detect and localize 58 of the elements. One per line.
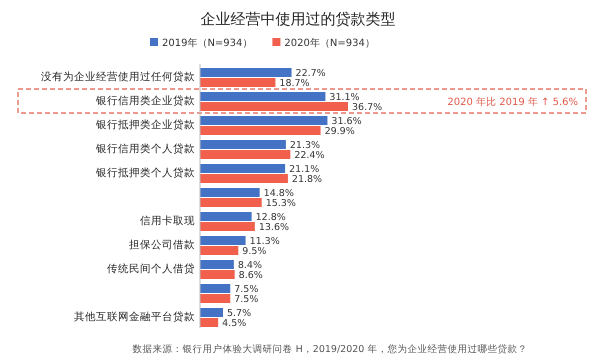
data-label: 15.3% — [266, 198, 296, 209]
bar — [200, 68, 292, 77]
text: 2020 年比 2019 年 ↑ 5.6% — [447, 96, 578, 108]
data-label: 13.6% — [258, 222, 290, 233]
data-label: 22.7% — [296, 68, 326, 79]
data-label: 14.8% — [264, 188, 294, 199]
data-label: 7.5% — [234, 284, 258, 295]
bar — [200, 188, 260, 197]
bar — [200, 270, 235, 279]
bar — [200, 246, 238, 255]
y-tick-label: 传统民间个人借贷 — [107, 262, 195, 275]
bar — [200, 198, 262, 207]
bar — [200, 260, 234, 269]
bar — [200, 150, 290, 159]
data-label: 5.7% — [226, 308, 252, 319]
data-label: 9.5% — [242, 246, 266, 257]
bar — [200, 294, 230, 303]
source-note: 数据来源：银行用户体验大调研问卷 H，2019/2020 年，您为企业经营使用过哪些贷款？ — [132, 343, 528, 355]
y-tick-label: 银行抵押类个人贷款 — [95, 166, 195, 179]
data-label: 21.1% — [289, 164, 320, 175]
bar — [200, 126, 321, 135]
bar — [200, 140, 286, 149]
bar — [200, 102, 348, 111]
chart-title: 企业经营中使用过的贷款类型 — [200, 10, 396, 28]
data-label: 22.4% — [294, 150, 325, 161]
y-tick-label: 其他互联网金融平台贷款 — [74, 310, 195, 323]
data-label: 18.7% — [279, 78, 310, 89]
bar — [200, 318, 218, 327]
bar — [200, 222, 255, 231]
bar — [200, 164, 286, 173]
y-tick-label: 信用卡取现 — [140, 214, 195, 227]
bar — [200, 174, 288, 183]
data-label: 31.1% — [329, 92, 360, 103]
bar — [200, 308, 223, 317]
data-label: 36.7% — [352, 102, 382, 113]
data-label: 29.9% — [324, 126, 355, 137]
data-label: 31.6% — [331, 116, 362, 127]
y-tick-label: 银行抵押类企业贷款 — [95, 118, 195, 131]
y-tick-label: 担保公司借款 — [129, 239, 195, 251]
y-tick-label: 银行信用类个人贷款 — [95, 142, 195, 155]
bar — [200, 236, 246, 245]
y-tick-label: 银行信用类企业贷款 — [95, 94, 195, 107]
bar — [200, 92, 326, 101]
bar — [200, 116, 328, 125]
data-label: 8.6% — [238, 270, 263, 281]
legend-label: 2020年（N=934） — [284, 37, 375, 49]
data-label: 21.3% — [290, 140, 320, 151]
bar — [200, 284, 230, 293]
bar — [200, 212, 252, 221]
data-label: 7.5% — [234, 294, 258, 305]
data-label: 11.3% — [250, 236, 280, 247]
y-tick-label: 没有为企业经营使用过任何贷款 — [41, 70, 195, 83]
data-label: 8.4% — [238, 260, 262, 271]
data-label: 4.5% — [222, 318, 246, 329]
data-label: 21.8% — [292, 174, 322, 185]
bar — [200, 78, 276, 87]
legend-label: 2019年（N=934） — [162, 37, 252, 49]
data-label: 12.8% — [256, 212, 286, 223]
